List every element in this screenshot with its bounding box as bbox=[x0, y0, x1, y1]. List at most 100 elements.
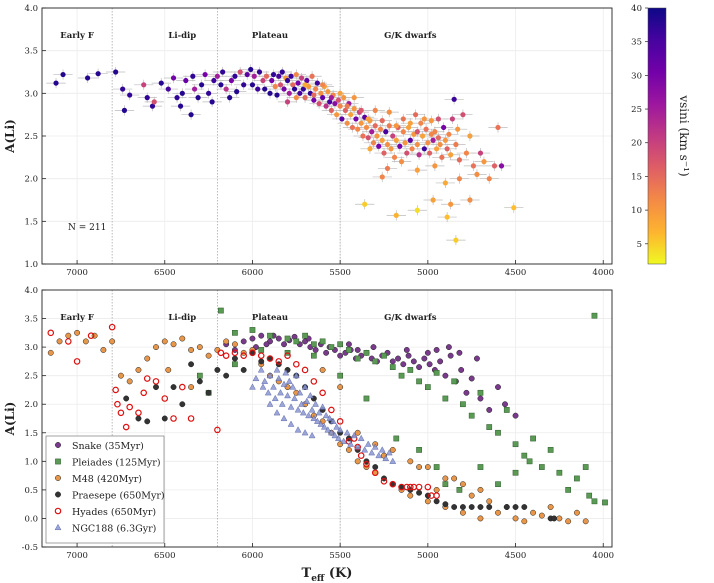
data-point-square bbox=[586, 492, 593, 499]
data-point-triangle bbox=[375, 452, 383, 459]
data-point-circle bbox=[456, 349, 463, 356]
region-label: G/K dwarfs bbox=[384, 313, 437, 323]
data-point-triangle bbox=[335, 434, 342, 441]
data-point bbox=[448, 152, 454, 158]
data-point bbox=[127, 92, 133, 98]
data-point-open-circle bbox=[122, 423, 130, 431]
data-point bbox=[363, 124, 370, 131]
data-point bbox=[425, 140, 431, 146]
y-axis-label: A(Li) bbox=[3, 402, 17, 437]
data-point-circle bbox=[188, 361, 195, 368]
data-point bbox=[288, 73, 294, 79]
data-point-open-circle bbox=[249, 349, 256, 357]
x-tick-label: 7000 bbox=[66, 551, 88, 561]
data-point-square bbox=[372, 358, 379, 365]
data-point-square bbox=[574, 475, 580, 482]
y-tick-label: 1.0 bbox=[24, 457, 38, 467]
data-point bbox=[393, 212, 399, 218]
data-point bbox=[365, 135, 371, 141]
data-point-square bbox=[310, 341, 317, 348]
data-point-square bbox=[503, 407, 510, 413]
data-point-circle bbox=[231, 341, 238, 348]
data-point-circle bbox=[395, 355, 401, 362]
data-point-circle bbox=[170, 384, 177, 391]
data-point-circle bbox=[109, 338, 116, 345]
colorbar: 5 10 15 20 25 30 35 40 vsini (km s⁻¹) bbox=[631, 4, 691, 265]
data-point bbox=[414, 141, 420, 148]
data-point-circle bbox=[424, 498, 431, 505]
data-point-square bbox=[393, 435, 400, 442]
data-point bbox=[274, 92, 280, 98]
data-point bbox=[191, 86, 198, 92]
data-point bbox=[311, 97, 317, 103]
y-tick-label: 2.5 bbox=[24, 372, 38, 382]
data-point-triangle bbox=[284, 392, 291, 399]
data-point-circle bbox=[556, 515, 563, 522]
legend-label: Praesepe (650Myr) bbox=[72, 491, 165, 502]
data-point bbox=[195, 95, 201, 101]
data-point bbox=[170, 75, 177, 81]
data-point-triangle bbox=[317, 420, 325, 427]
y-axis-label: A(Li) bbox=[3, 119, 17, 154]
data-point bbox=[498, 163, 505, 169]
colorbar-label: vsini (km s⁻¹) bbox=[677, 94, 691, 176]
data-point bbox=[393, 123, 399, 129]
data-point bbox=[272, 83, 278, 90]
data-point bbox=[190, 73, 196, 79]
data-point-circle bbox=[214, 367, 221, 373]
data-point-open-circle bbox=[371, 469, 379, 477]
data-point-triangle bbox=[294, 426, 302, 433]
data-point-triangle bbox=[292, 372, 300, 379]
data-point-circle bbox=[231, 355, 238, 362]
sample-size-annotation: N = 211 bbox=[68, 223, 106, 233]
data-point-circle bbox=[337, 352, 344, 359]
data-point-open-circle bbox=[310, 378, 318, 385]
data-point-circle bbox=[503, 504, 510, 510]
data-point bbox=[353, 116, 359, 122]
data-point bbox=[149, 103, 156, 109]
data-point bbox=[434, 146, 440, 152]
data-point-circle bbox=[468, 492, 475, 499]
data-point-circle bbox=[179, 335, 186, 342]
x-tick-label: 7000 bbox=[66, 268, 88, 278]
legend-marker bbox=[55, 475, 61, 481]
data-point-circle bbox=[424, 464, 431, 470]
legend: Snake (35Myr) Pleiades (125Myr) M48 (420My… bbox=[45, 435, 165, 544]
data-point bbox=[442, 180, 448, 186]
data-point-triangle bbox=[315, 409, 323, 416]
data-point-triangle bbox=[273, 366, 281, 373]
colorbar-gradient bbox=[647, 7, 667, 265]
data-point bbox=[328, 95, 334, 101]
data-point-open-circle bbox=[87, 332, 95, 339]
data-point-circle bbox=[188, 384, 195, 391]
data-point bbox=[313, 86, 319, 92]
data-point-circle bbox=[416, 489, 423, 496]
data-point bbox=[409, 146, 415, 152]
data-point-open-circle bbox=[266, 355, 274, 362]
colorbar-tick-label: 15 bbox=[631, 172, 642, 182]
legend-marker bbox=[54, 507, 62, 515]
x-tick-label: 6500 bbox=[154, 268, 176, 278]
data-point bbox=[174, 95, 180, 101]
legend-marker bbox=[55, 442, 61, 448]
region-label: Early F bbox=[60, 313, 94, 323]
x-tick-label: 6500 bbox=[154, 551, 176, 561]
legend-label: Hyades (650Myr) bbox=[72, 507, 156, 518]
data-point-square bbox=[512, 469, 519, 476]
data-point bbox=[269, 77, 275, 84]
data-point bbox=[383, 129, 389, 135]
data-point-square bbox=[526, 458, 533, 465]
data-point-open-circle bbox=[240, 352, 247, 359]
data-point-square bbox=[319, 338, 326, 345]
data-point-circle bbox=[153, 344, 159, 351]
data-point bbox=[358, 107, 364, 113]
data-point-circle bbox=[117, 372, 124, 379]
data-point bbox=[442, 137, 448, 143]
data-point-square bbox=[451, 378, 458, 385]
data-point-open-circle bbox=[415, 483, 423, 491]
data-point-circle bbox=[442, 475, 449, 482]
data-point-circle bbox=[538, 512, 545, 519]
x-tick-label: 4500 bbox=[505, 268, 527, 278]
plot-frame bbox=[41, 289, 613, 548]
data-point bbox=[428, 131, 434, 137]
